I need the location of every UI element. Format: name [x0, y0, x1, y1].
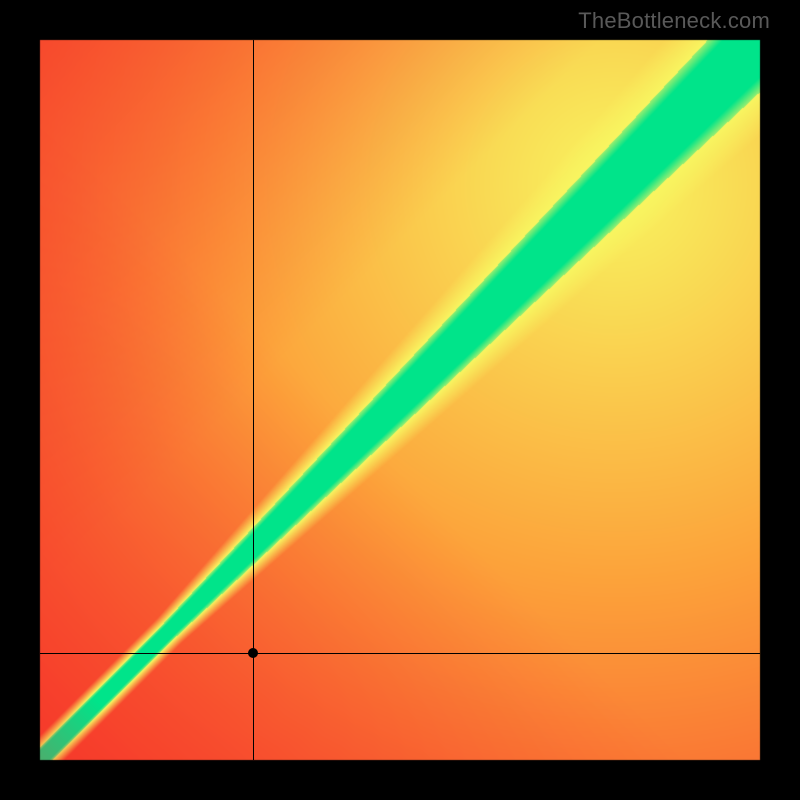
heatmap-canvas — [0, 0, 800, 800]
chart-container: TheBottleneck.com — [0, 0, 800, 800]
crosshair-horizontal — [40, 653, 760, 654]
data-point-marker — [248, 648, 258, 658]
watermark-text: TheBottleneck.com — [578, 8, 770, 34]
